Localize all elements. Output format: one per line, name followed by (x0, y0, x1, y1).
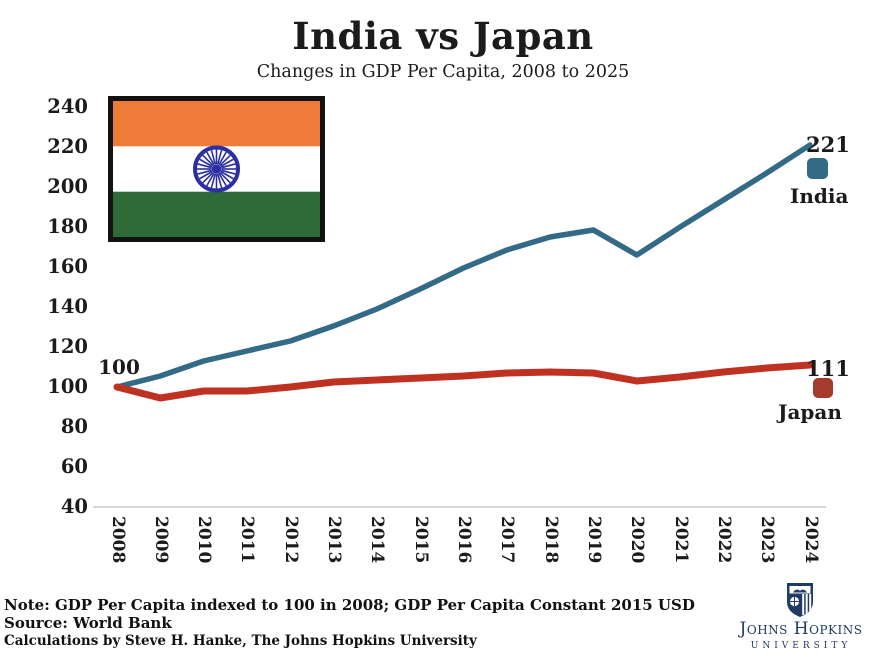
footnote-calculations: Calculations by Steve H. Hanke, The John… (4, 633, 477, 649)
y-tick-label-60: 60 (60, 455, 88, 478)
start-value-label: 100 (98, 355, 140, 379)
x-tick-label-2010: 2010 (194, 516, 215, 564)
page-subtitle: Changes in GDP Per Capita, 2008 to 2025 (256, 62, 630, 82)
chakra-hub (211, 164, 222, 174)
japan-end-value-label: 111 (806, 356, 850, 381)
y-tick-label-40: 40 (60, 495, 88, 518)
x-tick-label-2024: 2024 (800, 516, 821, 564)
x-tick-label-2012: 2012 (280, 516, 301, 564)
y-tick-label-220: 220 (47, 135, 88, 158)
flag-green-stripe (113, 191, 320, 237)
india-line (114, 142, 813, 390)
x-tick-label-2015: 2015 (410, 516, 431, 564)
x-tick-label-2016: 2016 (454, 516, 474, 564)
y-tick-label-80: 80 (60, 415, 88, 438)
shield-book (793, 589, 807, 593)
shield-band (789, 586, 811, 594)
india-flag-icon (108, 96, 325, 242)
x-tick-label-2023: 2023 (757, 516, 778, 564)
footnote-note: Note: GDP Per Capita indexed to 100 in 2… (4, 596, 695, 614)
x-tick-label-2018: 2018 (540, 516, 561, 564)
chakra-ring (193, 145, 240, 193)
x-tick-label-2013: 2013 (324, 516, 345, 564)
jhu-logo-university: UNIVERSITY (750, 641, 852, 651)
y-tick-label-200: 200 (47, 175, 88, 198)
japan-legend-label: Japan (778, 400, 842, 424)
x-tick-label-2019: 2019 (583, 516, 604, 564)
y-tick-label-120: 120 (47, 335, 88, 358)
footnote-source: Source: World Bank (4, 614, 172, 632)
flag-saffron-stripe (113, 101, 320, 147)
india-end-value-label: 221 (806, 132, 850, 157)
x-tick-label-2014: 2014 (367, 516, 388, 564)
japan-line (113, 361, 814, 402)
x-tick-label-2008: 2008 (107, 516, 128, 564)
jhu-logo-name: Johns Hopkins (739, 619, 863, 639)
y-tick-label-100: 100 (47, 375, 88, 398)
india-legend-swatch (807, 158, 828, 179)
x-tick-label-2021: 2021 (670, 516, 691, 564)
shield-stripes (802, 594, 812, 615)
y-tick-label-240: 240 (47, 95, 88, 118)
x-tick-label-2022: 2022 (713, 516, 734, 564)
chakra-spokes (197, 149, 236, 189)
japan-legend-swatch (813, 378, 833, 398)
y-tick-label-140: 140 (47, 295, 88, 318)
india-legend-label: India (790, 184, 849, 208)
shield-globe-lines (789, 596, 800, 607)
jhu-shield-icon (787, 583, 813, 617)
y-tick-label-180: 180 (47, 215, 88, 238)
y-tick-label-160: 160 (47, 255, 88, 278)
x-tick-label-2011: 2011 (237, 516, 258, 564)
x-tick-label-2017: 2017 (497, 516, 518, 564)
page-title: India vs Japan (292, 14, 594, 58)
x-tick-label-2020: 2020 (627, 516, 648, 564)
x-tick-label-2009: 2009 (150, 516, 171, 564)
